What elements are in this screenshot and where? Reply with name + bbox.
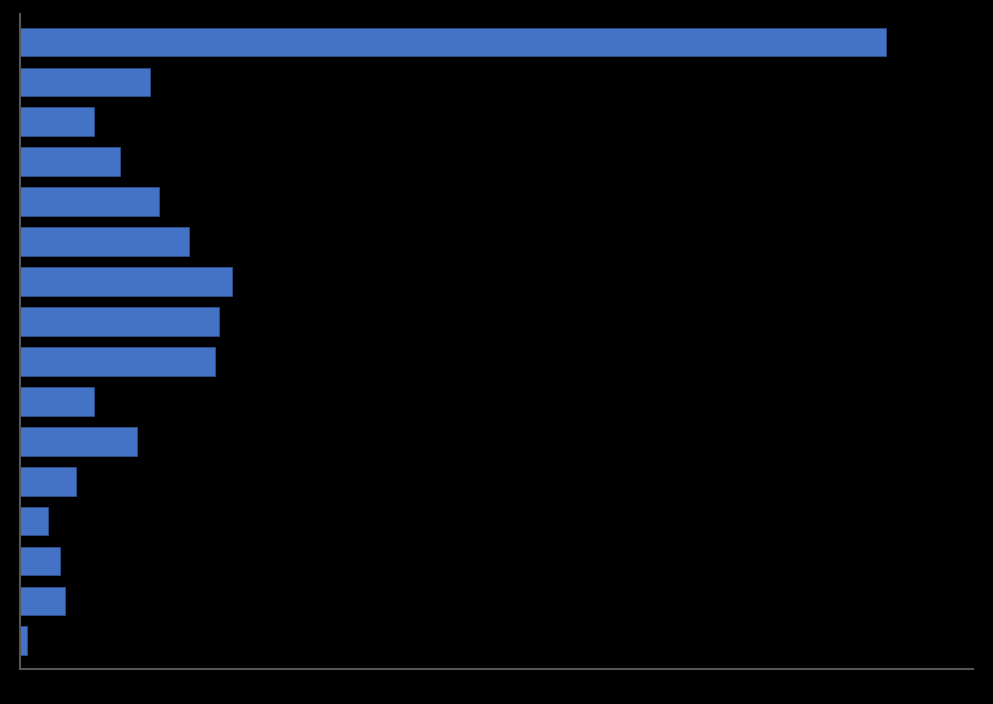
- Bar: [20, 68, 150, 96]
- Bar: [20, 627, 27, 655]
- Bar: [20, 347, 214, 376]
- Bar: [20, 507, 49, 536]
- Bar: [20, 187, 159, 216]
- Bar: [20, 268, 232, 296]
- Bar: [20, 387, 93, 415]
- Bar: [20, 27, 887, 56]
- Bar: [20, 227, 189, 256]
- Bar: [20, 586, 66, 615]
- Bar: [20, 467, 76, 496]
- Bar: [20, 307, 219, 336]
- Bar: [20, 427, 137, 455]
- Bar: [20, 147, 119, 176]
- Bar: [20, 546, 60, 575]
- Bar: [20, 108, 93, 137]
